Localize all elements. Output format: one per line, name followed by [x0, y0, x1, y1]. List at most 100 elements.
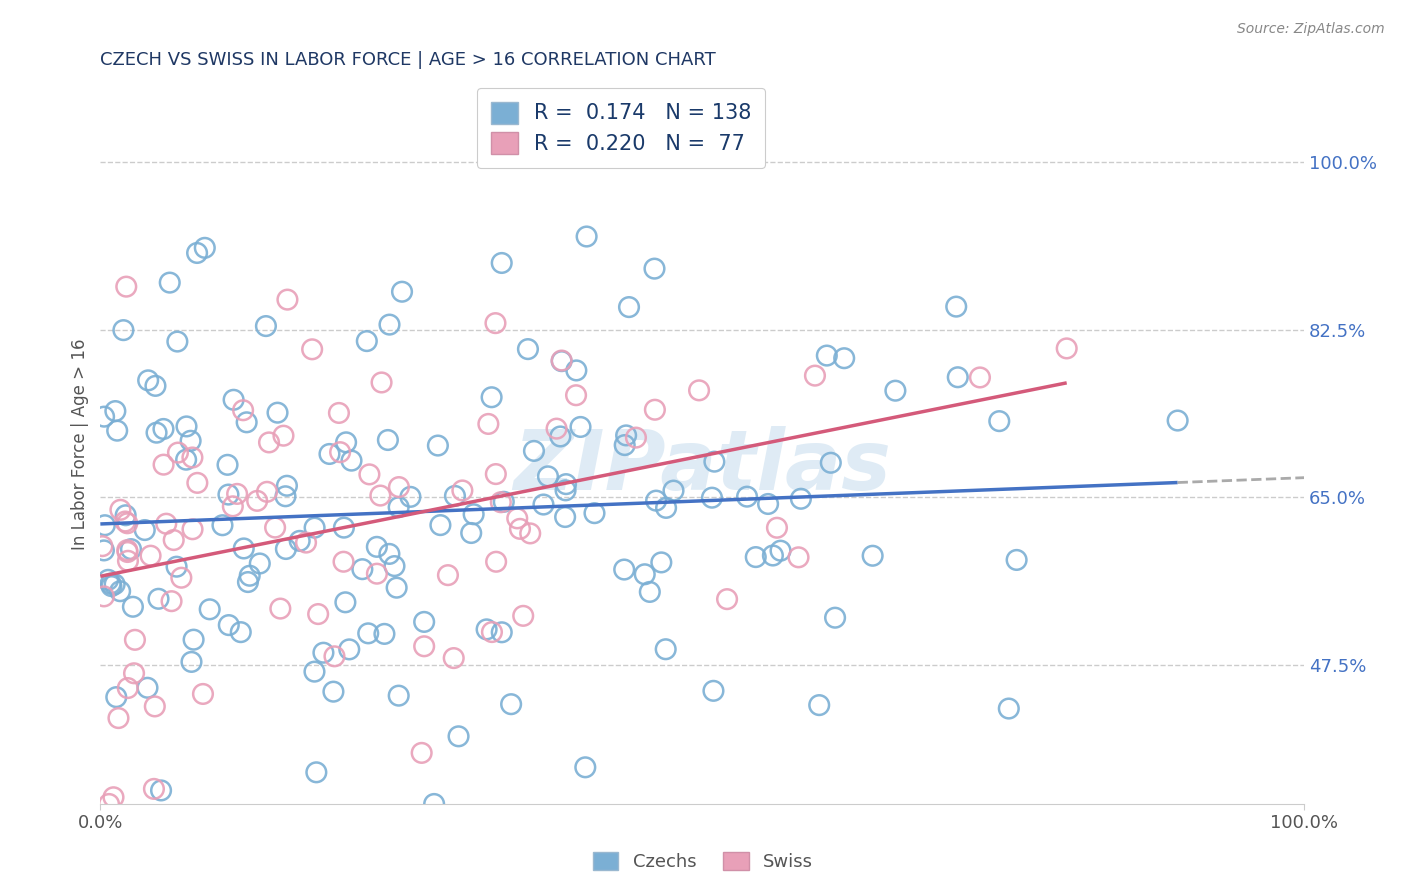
Point [110, 503, 132, 517]
Point [357, 626, 380, 640]
Point [288, 533, 311, 548]
Point [198, 602, 221, 616]
Point [366, 540, 388, 554]
Point [191, 687, 214, 701]
Point [332, 555, 354, 569]
Point [638, 585, 661, 599]
Point [481, 625, 503, 640]
Point [295, 535, 318, 549]
Point [946, 370, 969, 384]
Point [117, 543, 139, 558]
Point [217, 487, 239, 501]
Point [104, 404, 127, 418]
Point [373, 627, 395, 641]
Point [122, 599, 145, 614]
Point [104, 577, 127, 591]
Point [617, 300, 640, 314]
Point [246, 493, 269, 508]
Point [105, 424, 128, 438]
Point [378, 318, 401, 332]
Point [307, 607, 329, 621]
Point [312, 646, 335, 660]
Point [93, 409, 115, 424]
Point [388, 480, 411, 494]
Point [506, 511, 529, 525]
Point [335, 595, 357, 609]
Point [745, 550, 768, 565]
Point [266, 406, 288, 420]
Point [366, 566, 388, 581]
Point [117, 681, 139, 695]
Point [808, 698, 831, 712]
Point [194, 241, 217, 255]
Point [413, 615, 436, 629]
Point [120, 542, 142, 557]
Point [108, 584, 131, 599]
Point [489, 495, 512, 509]
Point [145, 379, 167, 393]
Point [143, 699, 166, 714]
Point [550, 353, 572, 368]
Point [163, 533, 186, 547]
Point [688, 384, 710, 398]
Point [1005, 553, 1028, 567]
Point [443, 651, 465, 665]
Point [575, 229, 598, 244]
Point [491, 625, 513, 640]
Point [103, 790, 125, 805]
Point [180, 434, 202, 448]
Point [100, 579, 122, 593]
Point [643, 261, 665, 276]
Point [98, 797, 121, 811]
Point [832, 351, 855, 366]
Point [523, 444, 546, 458]
Point [222, 392, 245, 407]
Point [516, 342, 538, 356]
Point [318, 447, 340, 461]
Point [124, 632, 146, 647]
Point [335, 435, 357, 450]
Point [533, 498, 555, 512]
Point [136, 681, 159, 695]
Point [152, 458, 174, 472]
Point [519, 526, 541, 541]
Point [328, 406, 350, 420]
Point [481, 390, 503, 404]
Point [460, 526, 482, 541]
Point [235, 415, 257, 429]
Point [276, 479, 298, 493]
Point [112, 323, 135, 337]
Point [716, 592, 738, 607]
Point [447, 729, 470, 743]
Point [769, 543, 792, 558]
Point [139, 549, 162, 563]
Point [399, 490, 422, 504]
Point [181, 522, 204, 536]
Point [820, 456, 842, 470]
Point [152, 422, 174, 436]
Point [145, 425, 167, 440]
Point [554, 483, 576, 498]
Point [569, 420, 592, 434]
Point [226, 487, 249, 501]
Point [537, 469, 560, 483]
Point [136, 373, 159, 387]
Legend: Czechs, Swiss: Czechs, Swiss [586, 845, 820, 879]
Point [304, 665, 326, 679]
Point [787, 550, 810, 565]
Point [491, 256, 513, 270]
Point [232, 541, 254, 556]
Legend: R =  0.174   N = 138, R =  0.220   N =  77: R = 0.174 N = 138, R = 0.220 N = 77 [477, 88, 765, 168]
Point [276, 293, 298, 307]
Point [1056, 342, 1078, 356]
Point [211, 518, 233, 533]
Point [322, 684, 344, 698]
Point [370, 376, 392, 390]
Point [655, 500, 678, 515]
Point [423, 797, 446, 811]
Point [274, 489, 297, 503]
Point [176, 419, 198, 434]
Point [988, 414, 1011, 428]
Y-axis label: In Labor Force | Age > 16: In Labor Force | Age > 16 [72, 339, 89, 550]
Point [107, 711, 129, 725]
